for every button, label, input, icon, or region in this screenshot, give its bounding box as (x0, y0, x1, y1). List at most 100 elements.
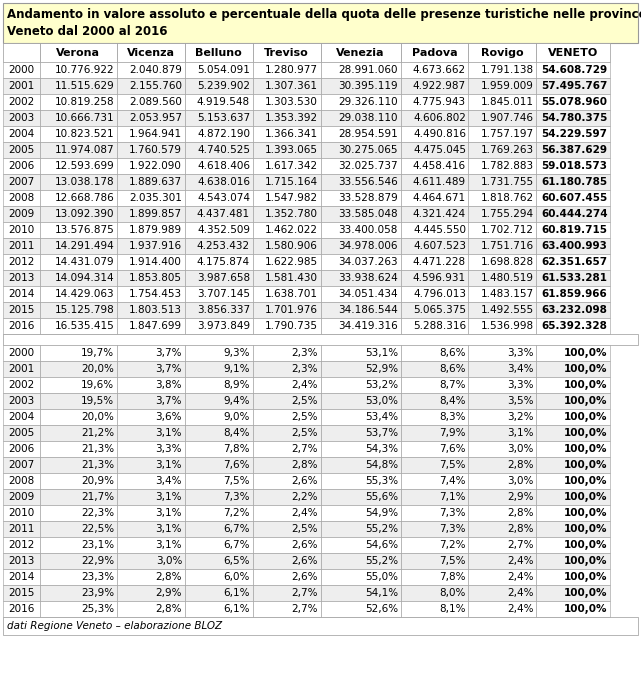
Text: 4.673.662: 4.673.662 (413, 65, 466, 75)
Text: 2,6%: 2,6% (292, 556, 318, 566)
Bar (185, 43, 253, 62)
Text: 2001: 2001 (8, 81, 35, 91)
Text: 2016: 2016 (8, 604, 35, 614)
Bar (469, 473, 537, 489)
Text: 4.596.931: 4.596.931 (413, 273, 466, 283)
Bar (185, 521, 253, 537)
Text: 1.580.906: 1.580.906 (265, 241, 318, 251)
Bar (320, 601, 401, 617)
Bar (469, 222, 537, 238)
Bar (40, 457, 117, 473)
Text: 2005: 2005 (8, 428, 35, 438)
Bar (537, 409, 610, 425)
Text: 1.547.982: 1.547.982 (265, 193, 318, 203)
Bar (401, 393, 469, 409)
Text: 3,3%: 3,3% (508, 348, 534, 358)
Bar (537, 62, 610, 78)
Text: 1.581.430: 1.581.430 (265, 273, 318, 283)
Text: 3,1%: 3,1% (156, 460, 182, 470)
Bar (3, 126, 40, 142)
Bar (40, 206, 117, 222)
Text: 57.495.767: 57.495.767 (541, 81, 608, 91)
Bar (117, 190, 185, 206)
Text: 2,4%: 2,4% (508, 556, 534, 566)
Text: 13.038.178: 13.038.178 (54, 177, 114, 187)
Text: 1.914.400: 1.914.400 (129, 257, 182, 267)
Bar (320, 318, 401, 334)
Bar (320, 142, 401, 158)
Text: 15.125.798: 15.125.798 (54, 305, 114, 315)
Bar (469, 43, 537, 62)
Text: 2,7%: 2,7% (292, 588, 318, 598)
Bar (117, 254, 185, 270)
Text: 2010: 2010 (8, 225, 35, 235)
Bar (401, 345, 469, 361)
Bar (401, 62, 469, 78)
Text: 7,4%: 7,4% (440, 476, 466, 486)
Bar (3, 222, 40, 238)
Bar (253, 254, 320, 270)
Text: 7,1%: 7,1% (440, 492, 466, 502)
Bar (537, 441, 610, 457)
Bar (469, 110, 537, 126)
Bar (40, 43, 117, 62)
Bar (3, 377, 40, 393)
Text: 61.859.966: 61.859.966 (542, 289, 608, 299)
Text: 14.291.494: 14.291.494 (54, 241, 114, 251)
Bar (469, 190, 537, 206)
Text: 7,2%: 7,2% (224, 508, 250, 518)
Bar (253, 78, 320, 94)
Bar (40, 425, 117, 441)
Bar (185, 190, 253, 206)
Bar (537, 270, 610, 286)
Text: 2,6%: 2,6% (292, 540, 318, 550)
Text: 33.585.048: 33.585.048 (338, 209, 398, 219)
Text: 100,0%: 100,0% (564, 412, 608, 422)
Bar (117, 521, 185, 537)
Bar (401, 441, 469, 457)
Bar (469, 318, 537, 334)
Text: 2,8%: 2,8% (508, 508, 534, 518)
Text: 9,3%: 9,3% (224, 348, 250, 358)
Bar (3, 521, 40, 537)
Bar (320, 174, 401, 190)
Bar (3, 505, 40, 521)
Bar (253, 601, 320, 617)
Bar (3, 190, 40, 206)
Text: 7,3%: 7,3% (224, 492, 250, 502)
Bar (117, 345, 185, 361)
Text: 1.818.762: 1.818.762 (481, 193, 534, 203)
Text: 2007: 2007 (8, 460, 35, 470)
Text: 7,6%: 7,6% (224, 460, 250, 470)
Bar (3, 585, 40, 601)
Bar (253, 361, 320, 377)
Bar (253, 473, 320, 489)
Bar (253, 425, 320, 441)
Text: 2,2%: 2,2% (292, 492, 318, 502)
Text: 20,9%: 20,9% (81, 476, 114, 486)
Bar (320, 270, 401, 286)
Bar (117, 361, 185, 377)
Text: 55,0%: 55,0% (365, 572, 398, 582)
Bar (40, 377, 117, 393)
Text: 3,6%: 3,6% (156, 412, 182, 422)
Bar (537, 190, 610, 206)
Bar (537, 238, 610, 254)
Text: 19,5%: 19,5% (81, 396, 114, 406)
Text: 4.464.671: 4.464.671 (413, 193, 466, 203)
Bar (117, 302, 185, 318)
Text: Belluno: Belluno (196, 47, 242, 58)
Text: 2012: 2012 (8, 540, 35, 550)
Bar (3, 158, 40, 174)
Bar (401, 142, 469, 158)
Bar (253, 238, 320, 254)
Bar (469, 158, 537, 174)
Text: 2001: 2001 (8, 364, 35, 374)
Bar (3, 94, 40, 110)
Bar (185, 78, 253, 94)
Text: 2008: 2008 (8, 476, 35, 486)
Text: 3,0%: 3,0% (156, 556, 182, 566)
Text: 2009: 2009 (8, 492, 35, 502)
Bar (537, 585, 610, 601)
Bar (537, 110, 610, 126)
